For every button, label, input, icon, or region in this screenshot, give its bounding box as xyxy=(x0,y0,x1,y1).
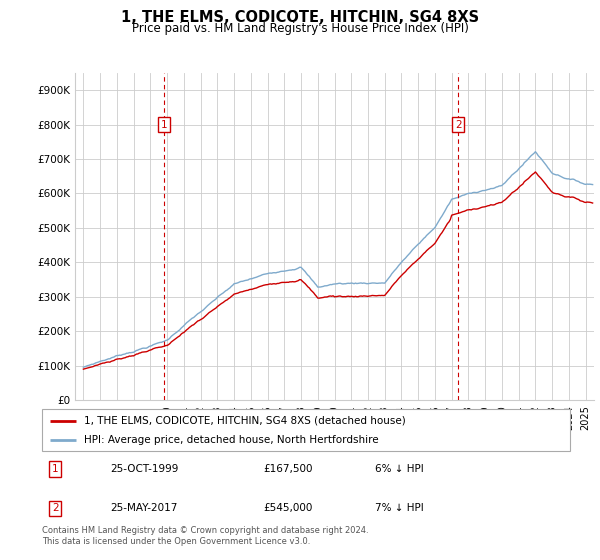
Text: 7% ↓ HPI: 7% ↓ HPI xyxy=(374,503,424,513)
Text: 1: 1 xyxy=(161,119,167,129)
Text: 2: 2 xyxy=(52,503,59,513)
Text: 25-MAY-2017: 25-MAY-2017 xyxy=(110,503,178,513)
Text: Contains HM Land Registry data © Crown copyright and database right 2024.
This d: Contains HM Land Registry data © Crown c… xyxy=(42,526,368,546)
Text: £167,500: £167,500 xyxy=(264,464,313,474)
Text: 6% ↓ HPI: 6% ↓ HPI xyxy=(374,464,424,474)
Text: 2: 2 xyxy=(455,119,462,129)
Text: 25-OCT-1999: 25-OCT-1999 xyxy=(110,464,179,474)
Text: 1, THE ELMS, CODICOTE, HITCHIN, SG4 8XS (detached house): 1, THE ELMS, CODICOTE, HITCHIN, SG4 8XS … xyxy=(84,416,406,426)
Text: 1: 1 xyxy=(52,464,59,474)
Text: 1, THE ELMS, CODICOTE, HITCHIN, SG4 8XS: 1, THE ELMS, CODICOTE, HITCHIN, SG4 8XS xyxy=(121,10,479,25)
Text: Price paid vs. HM Land Registry's House Price Index (HPI): Price paid vs. HM Land Registry's House … xyxy=(131,22,469,35)
Text: £545,000: £545,000 xyxy=(264,503,313,513)
Text: HPI: Average price, detached house, North Hertfordshire: HPI: Average price, detached house, Nort… xyxy=(84,435,379,445)
